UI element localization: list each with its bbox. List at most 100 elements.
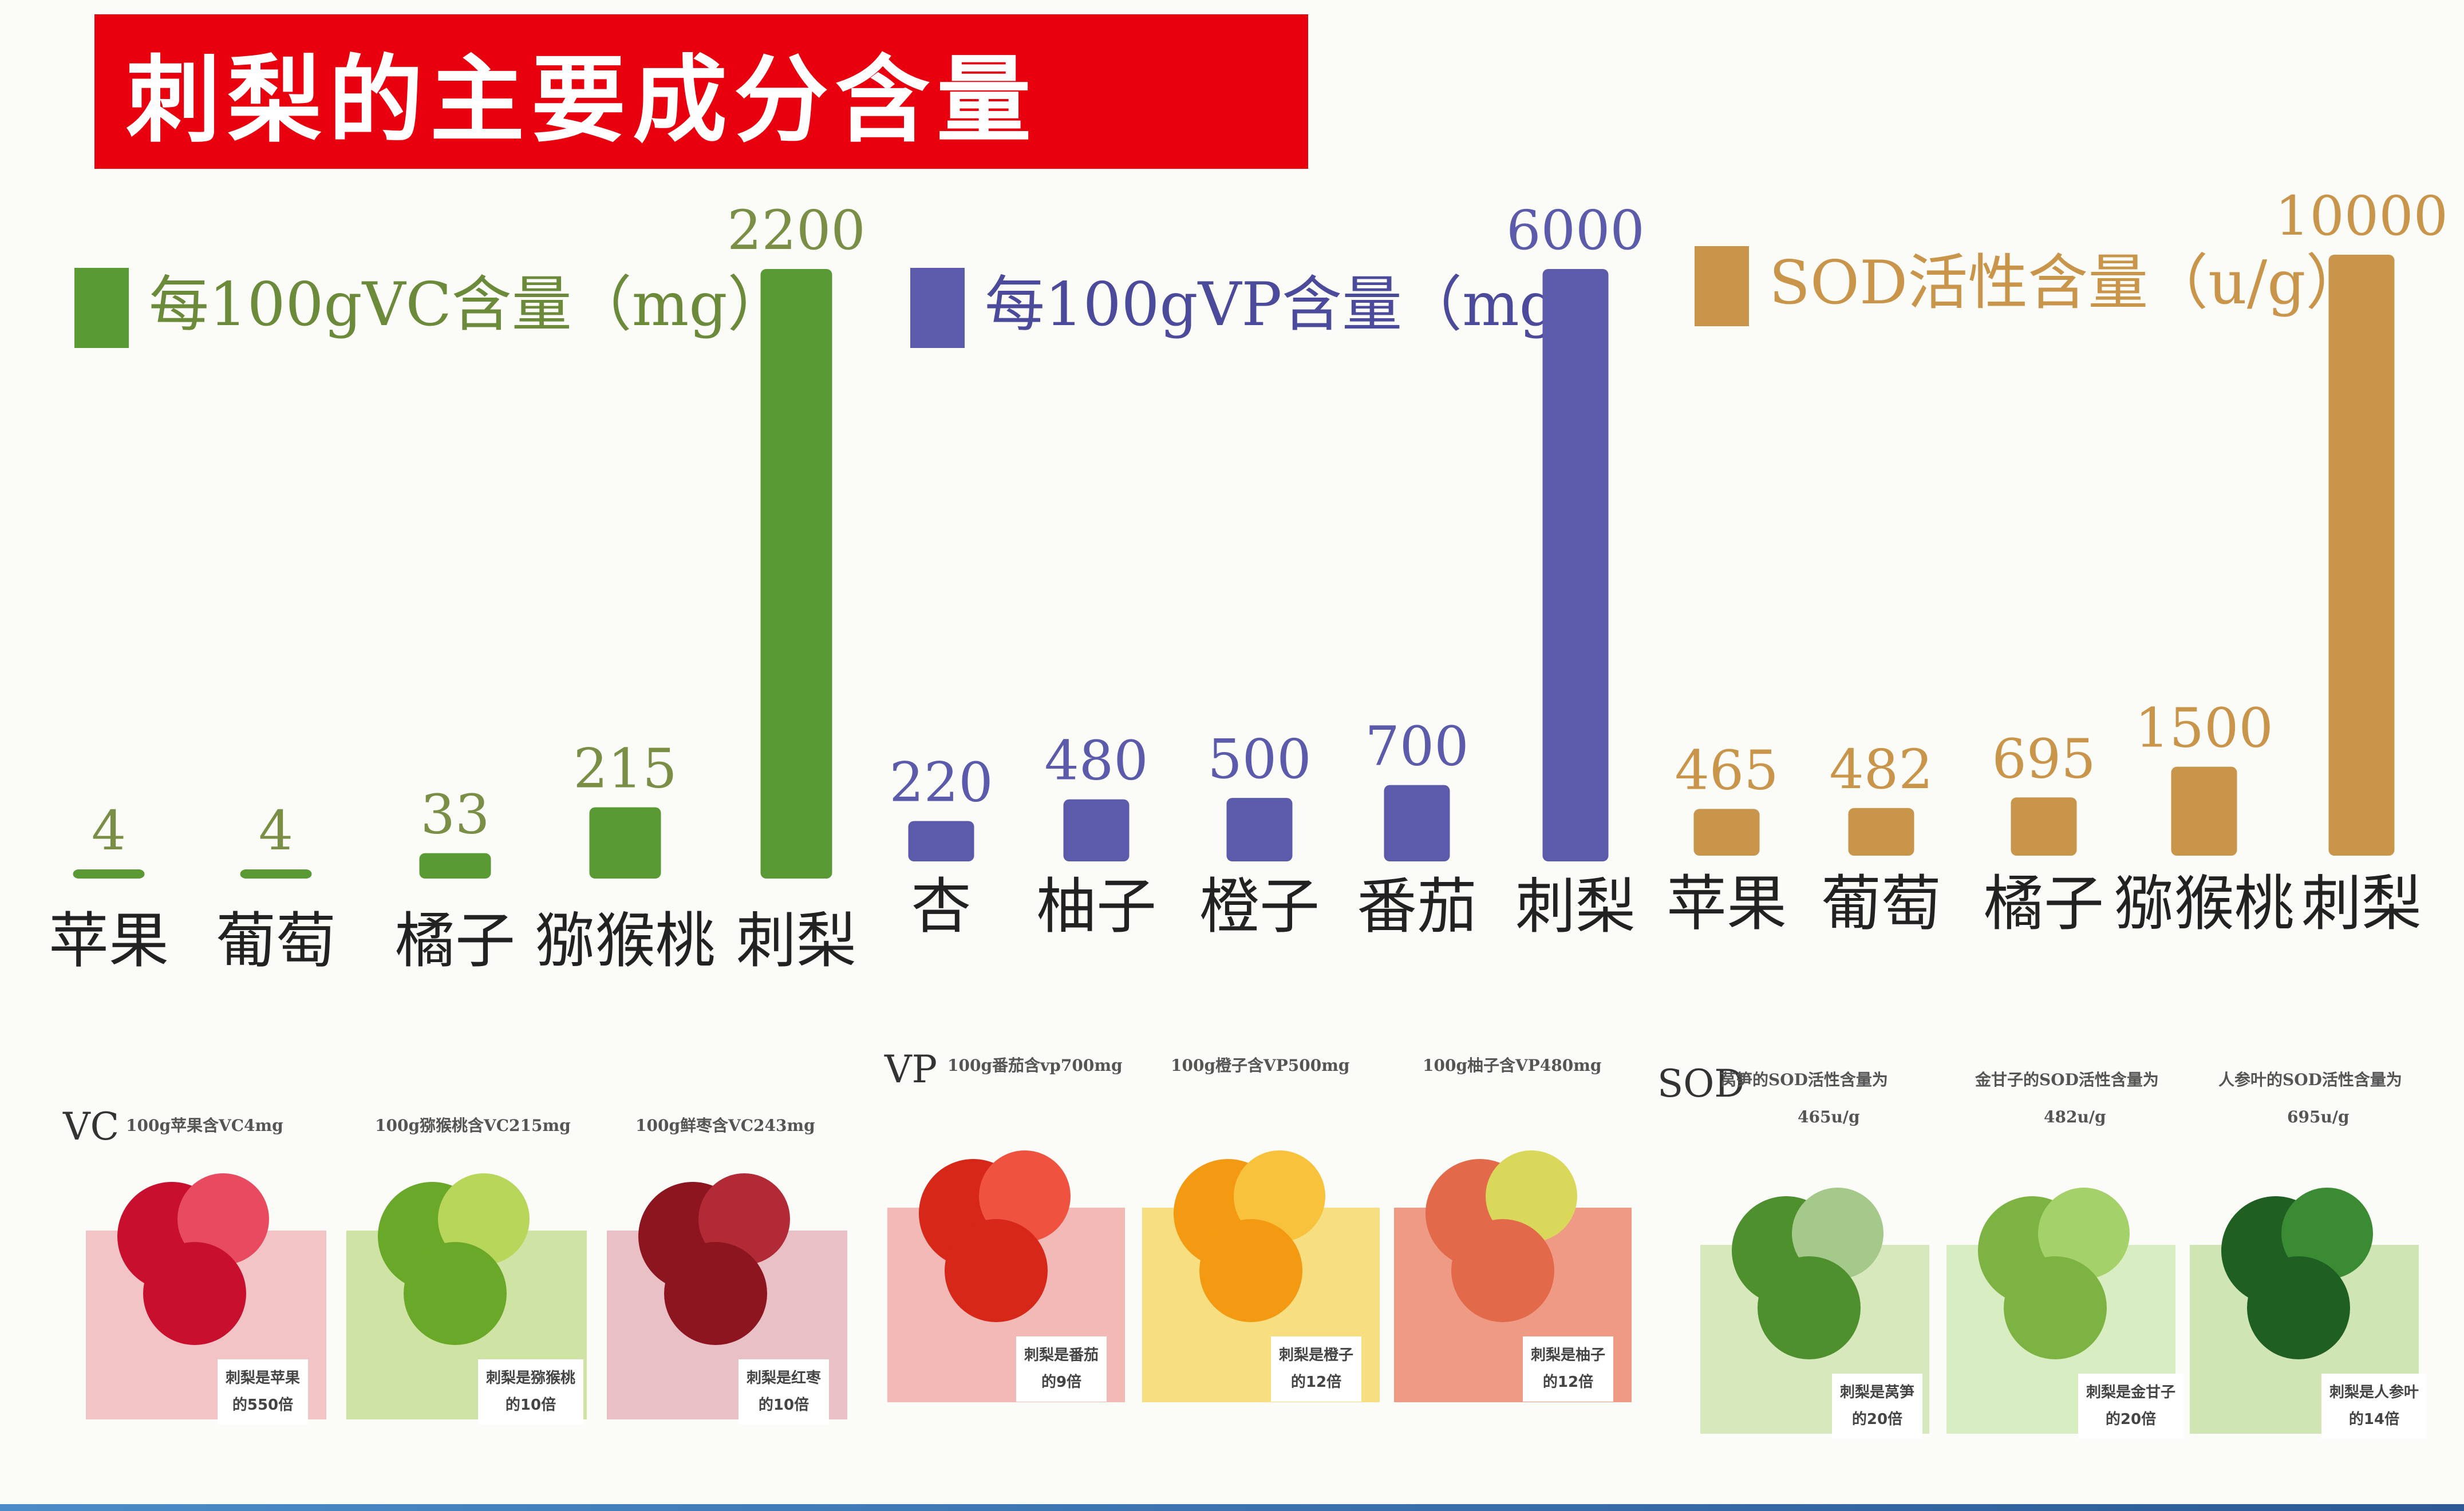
value-label-0-1: 4 xyxy=(259,800,293,863)
sod-panel-head: SOD xyxy=(1657,1062,1745,1106)
bar-2-4 xyxy=(2328,255,2395,856)
bar-0-1 xyxy=(240,869,312,879)
category-label-0-1: 葡萄 xyxy=(216,906,336,976)
sod-caption-0: 莴笋的SOD活性含量为 xyxy=(1720,1070,1888,1089)
sod-caption2-2: 695u/g xyxy=(2287,1107,2350,1126)
vp-panel-head: VP xyxy=(884,1047,938,1091)
category-label-1-0: 杏 xyxy=(911,872,971,942)
value-label-2-3: 1500 xyxy=(2135,697,2273,760)
vc-compare-text-0: 刺梨是苹果 xyxy=(226,1370,301,1387)
sod-produce-image-2 xyxy=(2213,1153,2384,1371)
vc-compare-ratio-2: 的10倍 xyxy=(758,1396,810,1414)
legend-swatch-2 xyxy=(1695,246,1749,326)
vp-produce-image-1 xyxy=(1165,1116,1337,1334)
vc-caption-2: 100g鲜枣含VC243mg xyxy=(635,1116,815,1135)
vp-compare-ratio-1: 的12倍 xyxy=(1290,1373,1342,1391)
legend-label-2: SOD活性含量（u/g） xyxy=(1769,248,2366,318)
legend-swatch-1 xyxy=(910,268,965,348)
value-label-0-3: 215 xyxy=(573,738,677,801)
legend-label-0: 每100gVC含量（mg） xyxy=(149,270,788,339)
category-label-2-4: 刺梨 xyxy=(2301,869,2422,939)
category-label-2-0: 苹果 xyxy=(1667,869,1787,939)
value-label-2-2: 695 xyxy=(1992,727,2095,790)
vc-caption-1: 100g猕猴桃含VC215mg xyxy=(375,1116,571,1135)
vc-compare-ratio-0: 的550倍 xyxy=(232,1396,294,1414)
vp-caption-2: 100g柚子含VP480mg xyxy=(1423,1056,1602,1075)
category-label-0-4: 刺梨 xyxy=(736,906,856,976)
title-banner: 刺梨的主要成分含量 xyxy=(94,14,1308,169)
vp-compare-text-0: 刺梨是番茄 xyxy=(1024,1347,1099,1364)
vp-produce-image-2 xyxy=(1417,1116,1589,1334)
vc-produce-image-0 xyxy=(109,1139,281,1356)
bar-charts: 每100gVC含量（mg） 4 苹果 4 葡萄 33 橘子 215 猕猴桃 2200 刺梨 每100g… xyxy=(49,185,2448,976)
vp-compare-tag-1: 刺梨是橙子 的12倍 xyxy=(1271,1336,1362,1402)
category-label-1-2: 橙子 xyxy=(1199,872,1320,942)
category-label-2-2: 橘子 xyxy=(1984,869,2104,939)
vc-produce-image-2 xyxy=(630,1139,801,1356)
vp-caption-1: 100g橙子含VP500mg xyxy=(1171,1056,1350,1075)
bar-0-3 xyxy=(589,807,661,879)
value-label-1-0: 220 xyxy=(889,751,993,814)
category-label-0-0: 苹果 xyxy=(49,906,169,976)
sod-compare-ratio-2: 的14倍 xyxy=(2348,1410,2400,1428)
bar-1-0 xyxy=(908,821,974,861)
sod-compare-ratio-1: 的20倍 xyxy=(2105,1410,2157,1428)
vc-compare-text-2: 刺梨是红枣 xyxy=(747,1370,822,1387)
category-label-2-3: 猕猴桃 xyxy=(2114,869,2294,939)
category-label-1-3: 番茄 xyxy=(1357,872,1477,942)
value-label-1-3: 700 xyxy=(1365,715,1468,778)
sod-compare-ratio-0: 的20倍 xyxy=(1851,1410,1903,1428)
sod-caption2-0: 465u/g xyxy=(1798,1107,1860,1126)
category-label-2-1: 葡萄 xyxy=(1821,869,1941,939)
legend-swatch-0 xyxy=(74,268,129,348)
sod-compare-text-0: 刺梨是莴笋 xyxy=(1840,1384,1915,1401)
value-label-0-2: 33 xyxy=(421,784,490,847)
vc-caption-0: 100g苹果含VC4mg xyxy=(126,1116,283,1135)
sod-compare-text-2: 刺梨是人参叶 xyxy=(2329,1384,2419,1401)
sod-caption2-1: 482u/g xyxy=(2044,1107,2106,1126)
vc-compare-tag-2: 刺梨是红枣的10倍 xyxy=(739,1359,830,1425)
vc-compare-ratio-1: 的10倍 xyxy=(505,1396,556,1414)
value-label-1-4: 6000 xyxy=(1506,199,1645,262)
bar-0-0 xyxy=(73,869,145,879)
legend-label-1: 每100gVP含量（mg） xyxy=(985,270,1618,339)
bar-0-2 xyxy=(419,853,491,879)
sod-produce-image-0 xyxy=(1723,1153,1895,1371)
sod-caption-1: 金甘子的SOD活性含量为 xyxy=(1975,1070,2159,1089)
vc-panel-head: VC xyxy=(63,1105,120,1149)
bar-2-1 xyxy=(1848,808,1914,856)
vp-compare-ratio-0: 的9倍 xyxy=(1041,1373,1082,1391)
value-label-0-0: 4 xyxy=(92,800,126,863)
value-label-2-0: 465 xyxy=(1675,739,1778,802)
vp-compare-tag-2: 刺梨是柚子的12倍 xyxy=(1523,1336,1614,1402)
bar-2-2 xyxy=(2011,797,2077,856)
bar-2-0 xyxy=(1693,809,1760,856)
category-label-1-4: 刺梨 xyxy=(1515,872,1636,942)
sod-compare-text-1: 刺梨是金甘子 xyxy=(2086,1384,2176,1401)
vp-compare-text-2: 刺梨是柚子 xyxy=(1531,1347,1606,1364)
sod-compare-tag-1: 刺梨是金甘子 的20倍 xyxy=(2078,1374,2184,1439)
value-label-2-1: 482 xyxy=(1829,738,1933,801)
bar-0-4 xyxy=(760,269,832,879)
bar-1-4 xyxy=(1542,269,1609,861)
vc-produce-image-1 xyxy=(369,1139,541,1356)
value-label-2-4: 10000 xyxy=(2275,185,2448,248)
value-label-0-4: 2200 xyxy=(727,199,866,262)
sod-compare-tag-0: 刺梨是莴笋的20倍 xyxy=(1832,1374,1923,1439)
value-label-1-1: 480 xyxy=(1044,730,1148,793)
vp-compare-ratio-2: 的12倍 xyxy=(1542,1373,1594,1391)
vc-compare-tag-0: 刺梨是苹果的550倍 xyxy=(218,1359,309,1425)
category-label-1-1: 柚子 xyxy=(1036,872,1156,942)
vp-produce-image-0 xyxy=(910,1116,1082,1334)
bottom-divider xyxy=(0,1504,2464,1511)
sod-caption-2: 人参叶的SOD活性含量为 xyxy=(2218,1070,2402,1089)
vc-compare-text-1: 刺梨是猕猴桃 xyxy=(486,1370,576,1387)
bar-1-2 xyxy=(1226,798,1293,861)
bar-1-3 xyxy=(1384,785,1450,861)
bar-1-1 xyxy=(1063,799,1130,861)
category-label-0-3: 猕猴桃 xyxy=(535,906,715,976)
vc-compare-tag-1: 刺梨是猕猴桃 的10倍 xyxy=(478,1359,584,1425)
page-title: 刺梨的主要成分含量 xyxy=(126,45,1038,155)
vp-compare-tag-0: 刺梨是番茄的9倍 xyxy=(1016,1336,1107,1402)
bar-2-3 xyxy=(2171,766,2237,856)
